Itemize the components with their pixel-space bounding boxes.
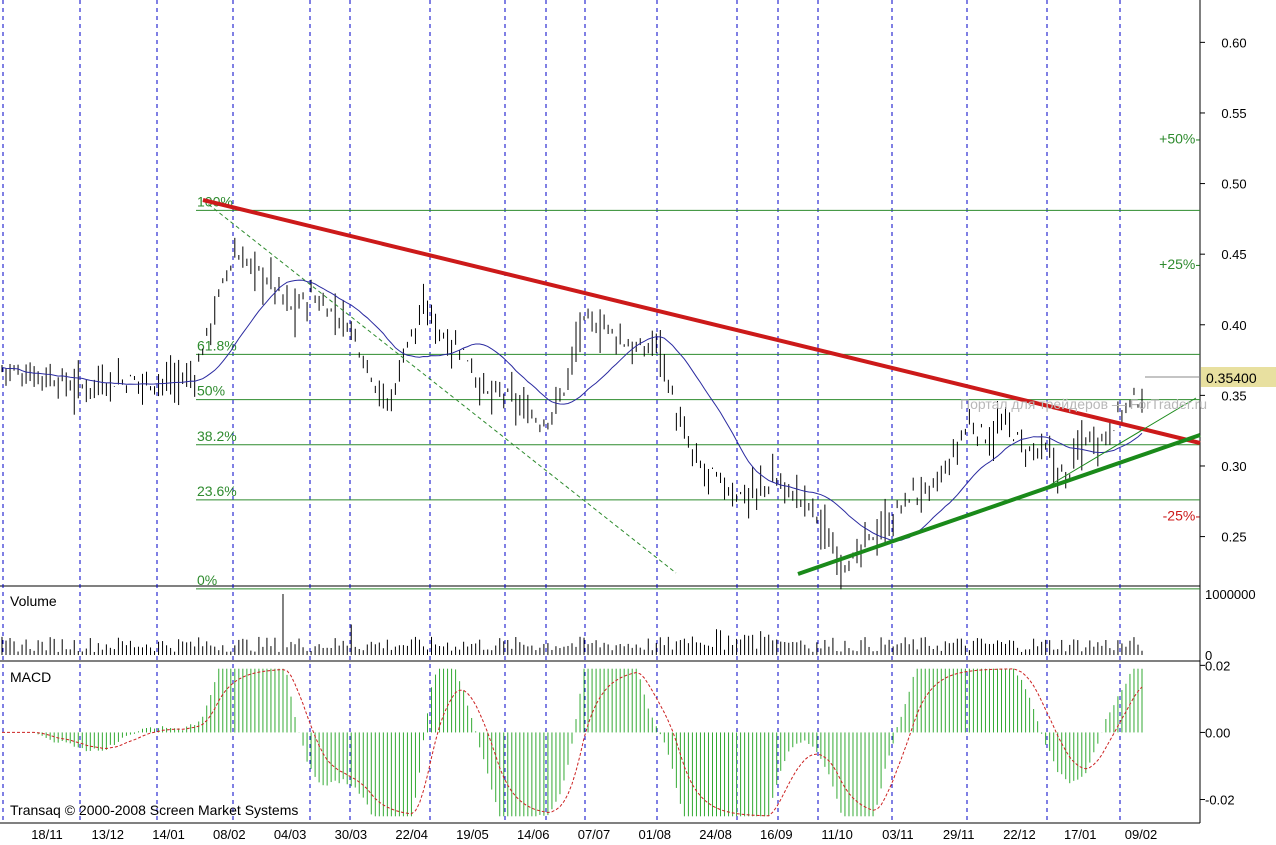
date-label: 08/02 [213,827,246,842]
date-label: 13/12 [92,827,125,842]
volume-tick-label: 1000000 [1205,587,1256,602]
date-label: 18/11 [31,827,63,842]
date-label: 14/01 [152,827,185,842]
price-bars [1,237,1143,590]
date-label: 22/04 [395,827,428,842]
fib-label: 38.2% [197,428,237,444]
last-price-badge [1201,367,1276,387]
fib-label: 50% [197,383,225,399]
date-label: 09/02 [1125,827,1158,842]
fib-fan-dashed-line [202,199,677,574]
price-scale-ticks: 0.60 0.55 0.50 0.45 0.40 0.35 0.30 0.25 1000000 0… [1200,35,1256,808]
price-tick-label: 0.50 [1221,177,1246,192]
volume-bars [1,594,1143,655]
date-label: 01/08 [639,827,672,842]
date-axis-labels: 18/11 13/12 14/01 08/02 04/03 30/03 22/04 19/05… [31,827,1157,842]
date-label: 19/05 [456,827,489,842]
macd-title: MACD [10,669,51,685]
watermark-text: Портал для трейдеров — ForTrader.ru [960,396,1207,412]
macd-histogram [37,668,1143,817]
resistance-trendline [202,198,1201,445]
support-channel-line [1044,397,1197,489]
price-tick-label: 0.45 [1221,247,1246,262]
target-label: +25%- [1159,256,1200,272]
macd-signal-line [2,668,1143,817]
date-label: 14/06 [517,827,550,842]
volume-title: Volume [10,593,57,609]
date-label: 04/03 [274,827,307,842]
date-label: 30/03 [335,827,368,842]
copyright-text: Transaq © 2000-2008 Screen Market System… [10,802,298,818]
fib-label: 61.8% [197,337,237,353]
macd-tick-label: 0.00 [1205,725,1230,740]
moving-average-line [1,279,1143,542]
target-label: -25%- [1163,507,1201,523]
date-label: 22/12 [1003,827,1036,842]
fibonacci-levels: 100%61.8%50%38.2%23.6%0% [196,193,1200,590]
macd-tick-label: 0.02 [1205,658,1230,673]
vertical-grid [2,0,1121,823]
price-tick-label: 0.25 [1221,530,1246,545]
fib-label: 0% [197,572,217,588]
price-tick-label: 0.35 [1221,388,1246,403]
date-label: 29/11 [943,827,975,842]
last-price-value: 0.35400 [1206,370,1257,386]
date-label: 16/09 [760,827,793,842]
price-tick-label: 0.30 [1221,459,1246,474]
support-trendline [797,433,1201,576]
date-label: 03/11 [882,827,914,842]
macd-tick-label: -0.02 [1205,793,1235,808]
price-tick-label: 0.60 [1221,35,1246,50]
date-label: 17/01 [1064,827,1097,842]
fib-label: 23.6% [197,483,237,499]
date-label: 11/10 [821,827,853,842]
price-tick-label: 0.40 [1221,318,1246,333]
target-labels: +50%- +25%- -25%- [1159,130,1200,523]
volume-tick-label: 0 [1205,648,1212,663]
target-label: +50%- [1159,130,1200,146]
date-label: 07/07 [578,827,611,842]
date-label: 24/08 [699,827,732,842]
price-tick-label: 0.55 [1221,106,1246,121]
